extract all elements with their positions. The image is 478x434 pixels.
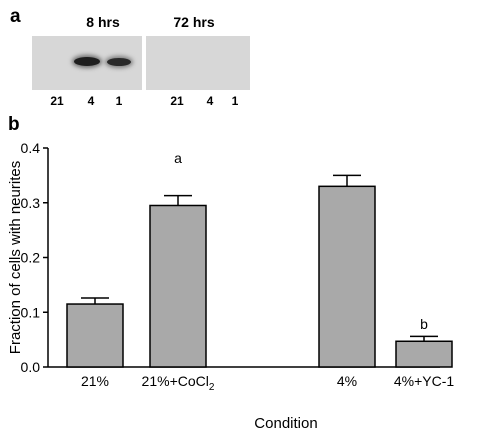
blot-72hrs: [146, 36, 250, 90]
lane-label-8hrs-21: 21: [50, 94, 64, 108]
annotation-3: b: [420, 316, 428, 332]
bar-3: [395, 340, 453, 368]
blot-8hrs: [32, 36, 142, 90]
lane-label-8hrs-4: 4: [87, 94, 95, 108]
lane-label-72hrs-1: 1: [231, 94, 239, 108]
y-tick-label-0: 0.0: [21, 359, 41, 375]
lane-label-72hrs-21: 21: [170, 94, 184, 108]
category-label-3: 4%+YC-1: [394, 373, 455, 389]
x-axis-label: Condition: [254, 415, 317, 432]
lane-label-8hrs-1: 1: [115, 94, 123, 108]
blot-8hrs-title: 8 hrs: [86, 14, 120, 30]
category-label-0: 21%: [81, 373, 109, 389]
band-8hrs-lane-1: [107, 58, 131, 66]
bar-1: [149, 204, 207, 368]
y-tick-label-2: 0.2: [21, 250, 41, 266]
y-tick-label-1: 0.1: [21, 304, 41, 320]
category-label-1: 21%+CoCl2: [142, 373, 215, 393]
annotation-1: a: [174, 150, 182, 166]
y-tick-label-3: 0.3: [21, 195, 41, 211]
bar-0: [66, 303, 124, 368]
band-8hrs-lane-4: [74, 57, 100, 66]
lane-label-72hrs-4: 4: [206, 94, 214, 108]
panel-b-letter: b: [8, 114, 20, 135]
y-axis-label: Fraction of cells with neurites: [7, 161, 24, 354]
y-tick-label-4: 0.4: [21, 140, 41, 156]
bar-2: [318, 185, 376, 368]
blot-72hrs-title: 72 hrs: [173, 14, 215, 30]
category-label-2: 4%: [337, 373, 357, 389]
panel-a-letter: a: [10, 6, 21, 27]
